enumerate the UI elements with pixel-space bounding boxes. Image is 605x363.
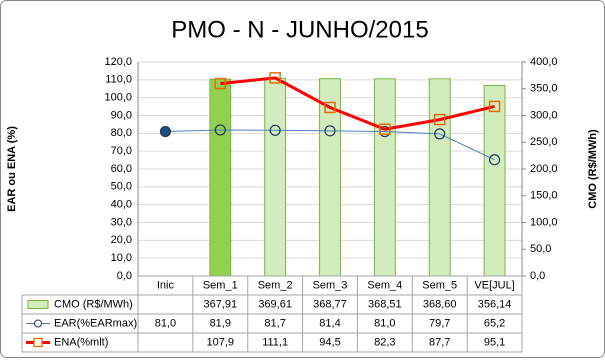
y-tick-label: 90,0 [111, 109, 132, 121]
marker [488, 154, 501, 166]
bar [264, 77, 287, 277]
y-tick-label: 110,0 [105, 74, 132, 86]
table-value: 94,5 [319, 336, 340, 348]
x-tick-label: VE[JUL] [474, 279, 514, 291]
y2-tick-label: 50,0 [530, 243, 551, 255]
y2-axis-title: CMO (R$/MWh) [587, 129, 599, 209]
marker [159, 125, 172, 138]
chart-title: PMO - N - JUNHO/2015 [171, 16, 428, 43]
table-value: 87,7 [429, 336, 450, 348]
marker [324, 101, 336, 114]
legend-marker [33, 337, 43, 348]
table-value: 81,4 [319, 317, 340, 329]
table-value: 65,2 [484, 317, 505, 329]
y2-tick-label: 250,0 [530, 136, 558, 148]
x-tick-label: Sem_3 [313, 279, 348, 291]
y-tick-label: 100,0 [104, 92, 132, 104]
table-value: 95,1 [484, 336, 505, 348]
legend-label: EAR(%EARmax) [54, 317, 137, 329]
table-value: 368,60 [423, 298, 457, 310]
y2-tick-label: 0,0 [530, 270, 545, 282]
x-tick-label: Sem_5 [422, 279, 457, 291]
bar [483, 84, 506, 277]
y-tick-label: 40,0 [111, 199, 132, 211]
table-value: 81,9 [210, 317, 231, 329]
table-value: 79,7 [429, 317, 450, 329]
bar [428, 78, 451, 277]
marker [433, 113, 446, 126]
y-tick-label: 10,0 [111, 252, 132, 264]
x-tick-label: Sem_4 [367, 279, 402, 291]
marker [214, 124, 226, 136]
y-axis-title: EAR ou ENA (%) [6, 126, 18, 212]
legend-label: ENA(%mlt) [54, 336, 108, 348]
table-value: 368,51 [368, 298, 402, 310]
table-value: 81,0 [374, 317, 395, 329]
line [220, 76, 495, 131]
marker [324, 125, 336, 137]
y-tick-label: 0,0 [117, 270, 132, 282]
y-tick-label: 30,0 [111, 216, 132, 228]
y-tick-label: 50,0 [111, 181, 132, 193]
y-tick-label: 20,0 [111, 234, 132, 246]
y2-tick-label: 400,0 [530, 56, 558, 68]
y-tick-label: 70,0 [111, 145, 132, 157]
x-tick-label: Sem_2 [258, 279, 293, 291]
marker [434, 128, 446, 140]
table-value: 367,91 [203, 298, 237, 310]
table-value: 369,61 [258, 298, 292, 310]
y2-tick-label: 150,0 [530, 190, 558, 202]
y2-tick-label: 300,0 [530, 109, 558, 121]
marker [214, 77, 227, 90]
line [165, 129, 495, 161]
table-value: 368,77 [313, 298, 347, 310]
legend-marker [34, 319, 42, 328]
marker [269, 124, 281, 136]
table-value: 356,14 [478, 298, 512, 310]
table-value: 81,0 [155, 317, 176, 329]
y-tick-label: 120,0 [104, 56, 132, 68]
bar [209, 78, 232, 277]
bar [373, 78, 396, 277]
table-value: 81,7 [264, 317, 285, 329]
marker [379, 123, 391, 135]
x-tick-label: Inic [157, 279, 175, 291]
y-tick-label: 60,0 [111, 163, 132, 175]
marker [269, 72, 281, 84]
y2-tick-label: 100,0 [530, 216, 558, 228]
table-value: 82,3 [374, 336, 395, 348]
x-tick-label: Sem_1 [203, 279, 238, 291]
table-value: 107,9 [207, 336, 235, 348]
y2-tick-label: 200,0 [530, 163, 558, 175]
legend-swatch [27, 300, 49, 309]
marker [488, 100, 501, 113]
legend-label: CMO (R$/MWh) [54, 298, 133, 310]
y-tick-label: 80,0 [111, 127, 132, 139]
table-value: 111,1 [262, 336, 288, 348]
y2-tick-label: 350,0 [530, 83, 558, 95]
